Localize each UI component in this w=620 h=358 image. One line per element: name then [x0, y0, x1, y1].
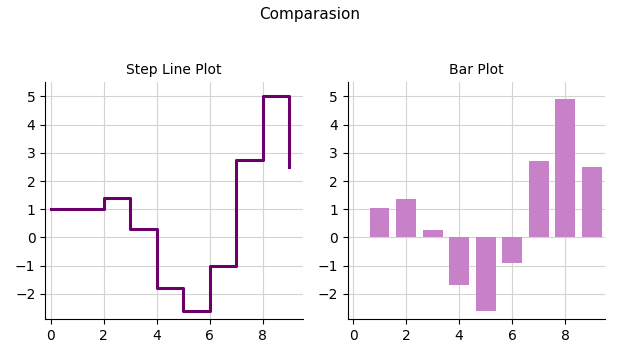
Bar [476, 237, 495, 311]
Bar [370, 208, 389, 237]
Bar [396, 199, 416, 237]
Bar [502, 237, 522, 263]
Bar [582, 167, 601, 237]
Title: Bar Plot: Bar Plot [449, 63, 503, 77]
Bar [423, 231, 443, 237]
Bar [449, 237, 469, 285]
Bar [529, 161, 549, 237]
Bar [556, 99, 575, 237]
Text: Comparasion: Comparasion [260, 7, 360, 22]
Title: Step Line Plot: Step Line Plot [126, 63, 221, 77]
